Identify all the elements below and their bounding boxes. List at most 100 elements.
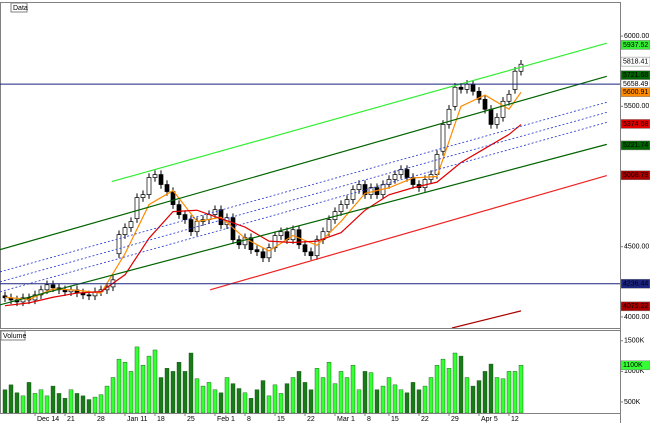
volume-bar xyxy=(320,377,326,413)
x-tick-label: Mar 1 xyxy=(337,416,355,423)
volume-bar xyxy=(26,382,32,413)
volume-bar xyxy=(392,384,398,413)
volume-bar xyxy=(254,389,260,413)
indicator-line xyxy=(451,310,522,328)
volume-bar xyxy=(104,385,110,413)
volume-bar xyxy=(338,371,344,413)
x-tick-label: 28 xyxy=(97,416,105,423)
volume-bar xyxy=(410,382,416,413)
candle-body xyxy=(188,219,194,233)
candle-body xyxy=(326,219,332,233)
value-marker xyxy=(620,140,650,151)
volume-bar xyxy=(416,389,422,413)
indicator-line xyxy=(0,121,607,293)
candle-body xyxy=(176,204,182,215)
volume-bar xyxy=(290,377,296,413)
price-plot xyxy=(0,42,620,328)
candle-body xyxy=(50,284,56,289)
volume-bar xyxy=(482,371,488,413)
candle-body xyxy=(458,86,464,90)
value-marker xyxy=(620,278,650,289)
candle-body xyxy=(506,93,512,102)
volume-bar xyxy=(440,358,446,413)
volume-bar xyxy=(344,377,350,413)
volume-bar xyxy=(248,398,254,413)
volume-bar xyxy=(182,371,188,413)
x-tick-label: 25 xyxy=(187,416,195,423)
volume-bar xyxy=(422,385,428,413)
x-tick-label: 8 xyxy=(247,416,251,423)
x-tick-label: 29 xyxy=(451,416,459,423)
volume-bar xyxy=(464,377,470,413)
volume-bar xyxy=(38,389,44,413)
x-tick-label: 18 xyxy=(157,416,165,423)
indicator-line xyxy=(0,101,607,273)
volume-bar xyxy=(446,368,452,413)
volume-bar xyxy=(140,365,146,413)
x-tick-label: 22 xyxy=(421,416,429,423)
candle-body xyxy=(254,249,260,253)
value-marker-label: 5818.41 xyxy=(623,58,648,65)
volume-bar xyxy=(332,383,338,413)
volume-bar xyxy=(518,365,524,413)
volume-bar xyxy=(260,380,266,413)
volume-bar xyxy=(8,384,14,413)
x-tick-label: 8 xyxy=(367,416,371,423)
volume-bar xyxy=(86,399,92,413)
volume-bar xyxy=(506,371,512,413)
volume-bar xyxy=(212,389,218,413)
volume-bar xyxy=(368,372,374,413)
y-tick-label: 500K xyxy=(624,399,641,406)
volume-bar xyxy=(134,346,140,413)
volume-bar xyxy=(350,365,356,413)
candle-body xyxy=(86,294,92,297)
indicator-line xyxy=(0,143,607,306)
value-marker-label: 5721.68 xyxy=(623,72,648,79)
volume-bar xyxy=(170,371,176,413)
volume-bar xyxy=(494,377,500,413)
x-tick-label: Feb 1 xyxy=(217,416,235,423)
value-marker-label: 4075.22 xyxy=(623,303,648,310)
candle-body xyxy=(512,70,518,90)
volume-bar xyxy=(230,383,236,413)
volume-bar xyxy=(428,377,434,413)
pane-title: Data xyxy=(13,5,28,12)
value-marker xyxy=(620,301,650,312)
volume-bar xyxy=(236,388,242,413)
x-tick-label: 21 xyxy=(67,416,75,423)
candle-body xyxy=(356,184,362,190)
volume-bar xyxy=(116,358,122,413)
volume-bar xyxy=(224,377,230,413)
volume-bar xyxy=(194,378,200,413)
value-marker-label: 1100K xyxy=(623,362,643,369)
pane-title: Volume xyxy=(3,333,26,340)
volume-bar xyxy=(74,393,80,413)
candle-body xyxy=(476,90,482,100)
value-marker-label: 5221.74 xyxy=(623,142,648,149)
volume-bar xyxy=(308,389,314,413)
volume-bar xyxy=(512,371,518,413)
x-tick-label: 15 xyxy=(277,416,285,423)
y-tick-label: 4000.00 xyxy=(624,314,649,321)
value-marker xyxy=(620,119,650,129)
candle-body xyxy=(278,231,284,236)
volume-bar xyxy=(122,362,128,413)
candle-body xyxy=(308,251,314,257)
volume-bar xyxy=(386,377,392,413)
candle-body xyxy=(398,169,404,175)
value-marker-label: 5600.91 xyxy=(623,89,648,96)
volume-bar xyxy=(500,378,506,413)
volume-bar xyxy=(314,368,320,413)
candle-body xyxy=(440,124,446,152)
candle-body xyxy=(302,244,308,253)
candle-body xyxy=(386,179,392,185)
candle-body xyxy=(260,251,266,259)
volume-bar xyxy=(278,393,284,413)
candle-body xyxy=(404,169,410,178)
volume-bar xyxy=(242,392,248,413)
candle-body xyxy=(464,83,470,90)
volume-bar xyxy=(302,382,308,413)
candle-body xyxy=(122,227,128,235)
indicator-line xyxy=(210,174,607,291)
